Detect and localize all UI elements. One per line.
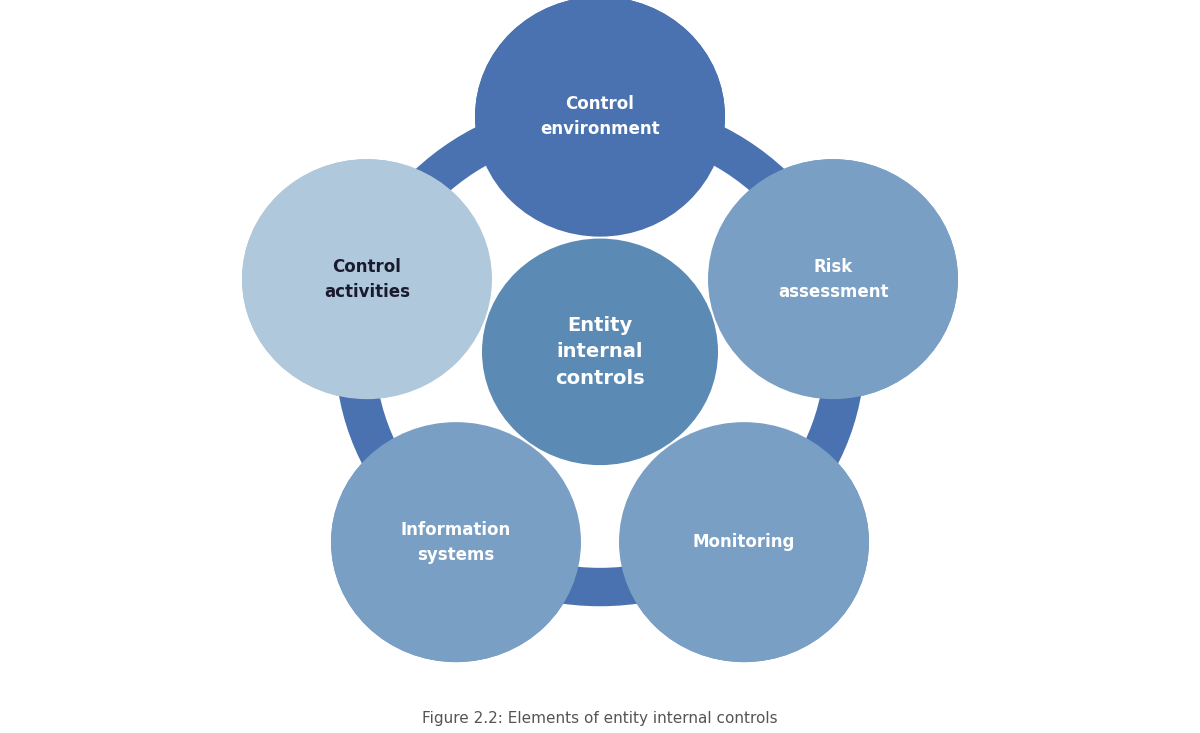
Ellipse shape (331, 422, 581, 662)
Ellipse shape (475, 0, 725, 237)
Text: Information
systems: Information systems (401, 520, 511, 564)
Ellipse shape (619, 422, 869, 662)
Text: Figure 2.2: Elements of entity internal controls: Figure 2.2: Elements of entity internal … (422, 711, 778, 726)
Ellipse shape (708, 159, 958, 399)
Text: Monitoring: Monitoring (692, 533, 796, 551)
Ellipse shape (331, 422, 581, 662)
Ellipse shape (708, 159, 958, 399)
Text: Control
activities: Control activities (324, 258, 410, 301)
Ellipse shape (482, 238, 718, 465)
Ellipse shape (475, 0, 725, 237)
Ellipse shape (374, 136, 826, 568)
Ellipse shape (335, 97, 865, 606)
Text: Risk
assessment: Risk assessment (778, 258, 888, 301)
Ellipse shape (619, 422, 869, 662)
Text: Entity
internal
controls: Entity internal controls (556, 316, 644, 388)
Text: Control
environment: Control environment (540, 95, 660, 138)
Ellipse shape (242, 159, 492, 399)
Ellipse shape (242, 159, 492, 399)
